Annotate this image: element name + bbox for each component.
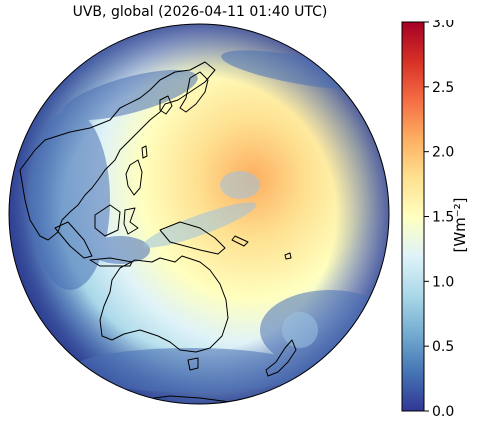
map-title: UVB, global (2026-04-11 01:40 UTC) [72,4,328,20]
coastline-korea [159,95,173,115]
coastline-japan [179,71,209,113]
coastline-philippines [125,159,143,196]
colorbar-tick-label: 3.0 [432,20,454,31]
colorbar-tick-label: 1.0 [432,274,454,290]
coastline-new-zealand [265,339,297,377]
cyclone-swirl [220,171,260,199]
coastline-new-guinea [159,221,226,255]
colorbar-scale [401,21,425,412]
colorbar-tick-label: 0.0 [432,404,454,420]
coastline-java [89,257,133,267]
coastline-taiwan [141,145,148,159]
coastline-sulawesi [123,207,139,235]
colorbar-tick-label: 1.5 [432,210,454,226]
coastline-sumatra [54,221,93,259]
colorbar: 0.0 0.5 1.0 1.5 2.0 2.5 3.0 [401,20,454,420]
coastline-asia [19,61,216,241]
colorbar-label: [Wm⁻²] [451,197,469,253]
coastline-borneo [94,204,121,237]
colorbar-tick-label: 2.0 [432,145,454,161]
coastline-solomon [231,235,249,247]
globe-map [8,23,390,405]
coastline-australia [99,255,229,353]
colorbar-tick-label: 0.5 [432,339,454,355]
colorbar-tick-label: 2.5 [432,80,454,96]
cyclone-swirl [282,312,318,348]
coastline-fiji [284,252,292,260]
coastline-tasmania [187,357,199,371]
globe-outline [8,23,390,405]
